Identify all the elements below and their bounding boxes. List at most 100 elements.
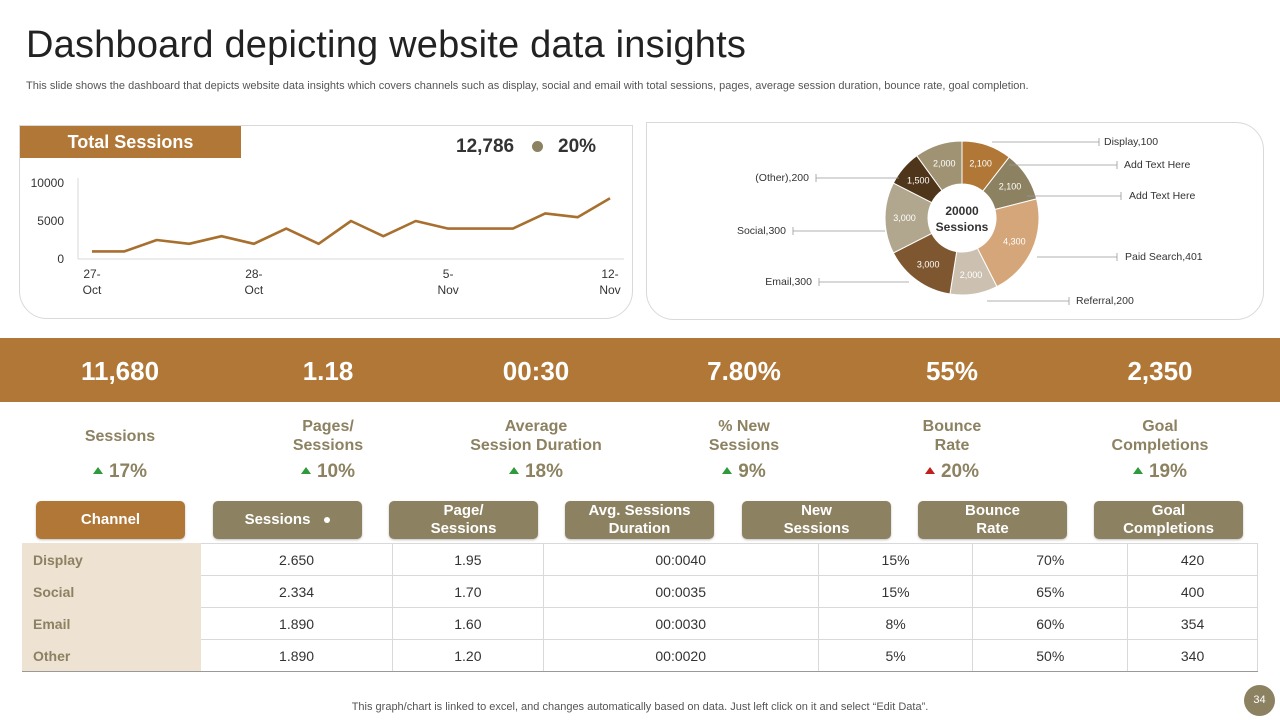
total-sessions-dot xyxy=(532,141,543,152)
kpi-label: Pages/Sessions xyxy=(228,417,428,455)
kpi-label-line: Sessions xyxy=(292,437,364,454)
sessions-line xyxy=(92,197,611,253)
kpi-change-value: 18% xyxy=(524,461,564,482)
table-cell: 1.95 xyxy=(392,543,544,576)
kpi-change: 20% xyxy=(852,461,1052,483)
table-cell: 00:0035 xyxy=(542,575,819,608)
callout-label: Add Text Here xyxy=(1129,190,1196,202)
kpi-change: 19% xyxy=(1060,461,1260,483)
column-header-line: Duration xyxy=(608,520,671,537)
callout-label: Add Text Here xyxy=(1124,159,1191,171)
table-row: Other 1.890 1.20 00:0020 5% 50% 340 xyxy=(22,639,1258,672)
column-header-line: Channel xyxy=(80,511,141,528)
column-header-button[interactable]: Bounce Rate xyxy=(918,501,1067,539)
donut-center-label: 20000 xyxy=(945,204,979,218)
total-sessions-change: 20% xyxy=(558,136,597,157)
total-sessions-line-chart: 10000 5000 0 27-Oct 28-Oct 5-Nov 12-Nov xyxy=(31,176,624,297)
kpi-value: 2,350 xyxy=(1127,356,1193,386)
column-header-label: Avg. Sessions Duration xyxy=(589,502,691,538)
column-header-button[interactable]: New Sessions xyxy=(742,501,891,539)
slice-label: 2,100 xyxy=(969,159,992,169)
kpi-change: 17% xyxy=(20,461,220,483)
callout-label: Referral,200 xyxy=(1076,295,1134,307)
kpi-label-line: Rate xyxy=(934,437,970,454)
column-header-button[interactable]: Channel xyxy=(36,501,185,539)
kpi-change-value: 9% xyxy=(738,461,766,482)
channel-name-cell: Social xyxy=(22,575,201,608)
column-header-button[interactable]: Avg. Sessions Duration xyxy=(565,501,714,539)
kpi-label-line: % New xyxy=(718,418,770,435)
kpi-value: 11,680 xyxy=(80,356,160,386)
table-cell: 1.890 xyxy=(199,639,394,672)
column-header-button[interactable]: Sessions xyxy=(213,501,362,539)
kpi-band xyxy=(0,338,1280,402)
x-tick-label: 28-Oct xyxy=(245,267,264,297)
trend-up-icon xyxy=(924,467,935,474)
kpi-label-line: Pages/ xyxy=(302,418,354,435)
total-sessions-value: 12,786 xyxy=(456,136,515,157)
x-tick-label: 12-Nov xyxy=(599,267,620,297)
kpi-label: Bounce Rate xyxy=(852,417,1052,455)
x-tick-label: 5-Nov xyxy=(437,267,458,297)
page-title: Dashboard depicting website data insight… xyxy=(26,24,747,66)
slice-label: 3,000 xyxy=(917,260,940,270)
slice-label: 2,100 xyxy=(999,181,1022,191)
table-cell: 60% xyxy=(972,607,1129,640)
trend-up-icon xyxy=(300,467,311,474)
channel-name-cell: Other xyxy=(22,639,201,672)
table-cell: 1.60 xyxy=(392,607,544,640)
slice-label: 3,000 xyxy=(893,213,916,223)
table-cell: 00:0040 xyxy=(542,543,819,576)
column-header-button[interactable]: Page/Sessions xyxy=(389,501,538,539)
table-cell: 00:0020 xyxy=(542,639,819,672)
column-header-line: Page/ xyxy=(443,502,484,519)
kpi-label: Average Session Duration xyxy=(436,417,636,455)
kpi-label: Goal Completions xyxy=(1060,417,1260,455)
table-cell: 15% xyxy=(817,543,974,576)
table-cell: 420 xyxy=(1127,543,1258,576)
column-header-line: Goal xyxy=(1151,502,1186,519)
column-header-line: Sessions xyxy=(783,520,850,537)
callout-label: Paid Search,401 xyxy=(1125,251,1203,263)
slice-label: 2,000 xyxy=(960,270,983,280)
channel-table: Display 2.650 1.95 00:0040 15% 70% 420 Social 2.… xyxy=(22,543,1258,672)
total-sessions-header: Total Sessions xyxy=(20,126,241,158)
trend-up-icon xyxy=(508,467,519,474)
kpi-change: 10% xyxy=(228,461,428,483)
kpi-change-value: 17% xyxy=(108,461,148,482)
y-tick-label: 0 xyxy=(57,252,64,266)
kpi-change-value: 10% xyxy=(316,461,356,482)
column-header-label: Channel xyxy=(81,511,140,529)
sessions-donut-chart: 2,1002,1004,3002,0003,0003,0001,5002,000… xyxy=(737,136,1203,307)
column-header-line: New xyxy=(801,502,832,519)
page-subtitle: This slide shows the dashboard that depi… xyxy=(26,80,1029,92)
table-cell: 2.650 xyxy=(199,543,394,576)
donut-slice xyxy=(916,140,963,192)
table-cell: 15% xyxy=(817,575,974,608)
donut-slice xyxy=(976,198,1040,288)
column-header-line: Bounce xyxy=(964,502,1020,519)
table-cell: 400 xyxy=(1127,575,1258,608)
column-header-button[interactable]: Goal Completions xyxy=(1094,501,1243,539)
kpi-change: 9% xyxy=(644,461,844,483)
table-cell: 2.334 xyxy=(199,575,394,608)
column-header-line: Completions xyxy=(1123,520,1214,537)
column-header-label: Sessions xyxy=(245,511,311,529)
trend-up-icon xyxy=(92,467,103,474)
callout-label: Social,300 xyxy=(737,225,786,237)
kpi-value: 00:30 xyxy=(502,356,570,386)
column-header-label: Page/Sessions xyxy=(431,502,497,538)
table-row: Social 2.334 1.70 00:0035 15% 65% 400 xyxy=(22,575,1258,608)
table-row: Display 2.650 1.95 00:0040 15% 70% 420 xyxy=(22,543,1258,576)
column-header-label: New Sessions xyxy=(784,502,850,538)
column-header-line: Sessions xyxy=(244,511,311,528)
column-header-label: Bounce Rate xyxy=(965,502,1020,538)
table-cell: 5% xyxy=(817,639,974,672)
table-cell: 340 xyxy=(1127,639,1258,672)
table-cell: 8% xyxy=(817,607,974,640)
donut-hole xyxy=(929,185,995,251)
table-cell: 70% xyxy=(972,543,1129,576)
channel-name-cell: Display xyxy=(22,543,201,576)
kpi-change-value: 19% xyxy=(1148,461,1188,482)
kpi-value: 1.18 xyxy=(302,356,354,386)
